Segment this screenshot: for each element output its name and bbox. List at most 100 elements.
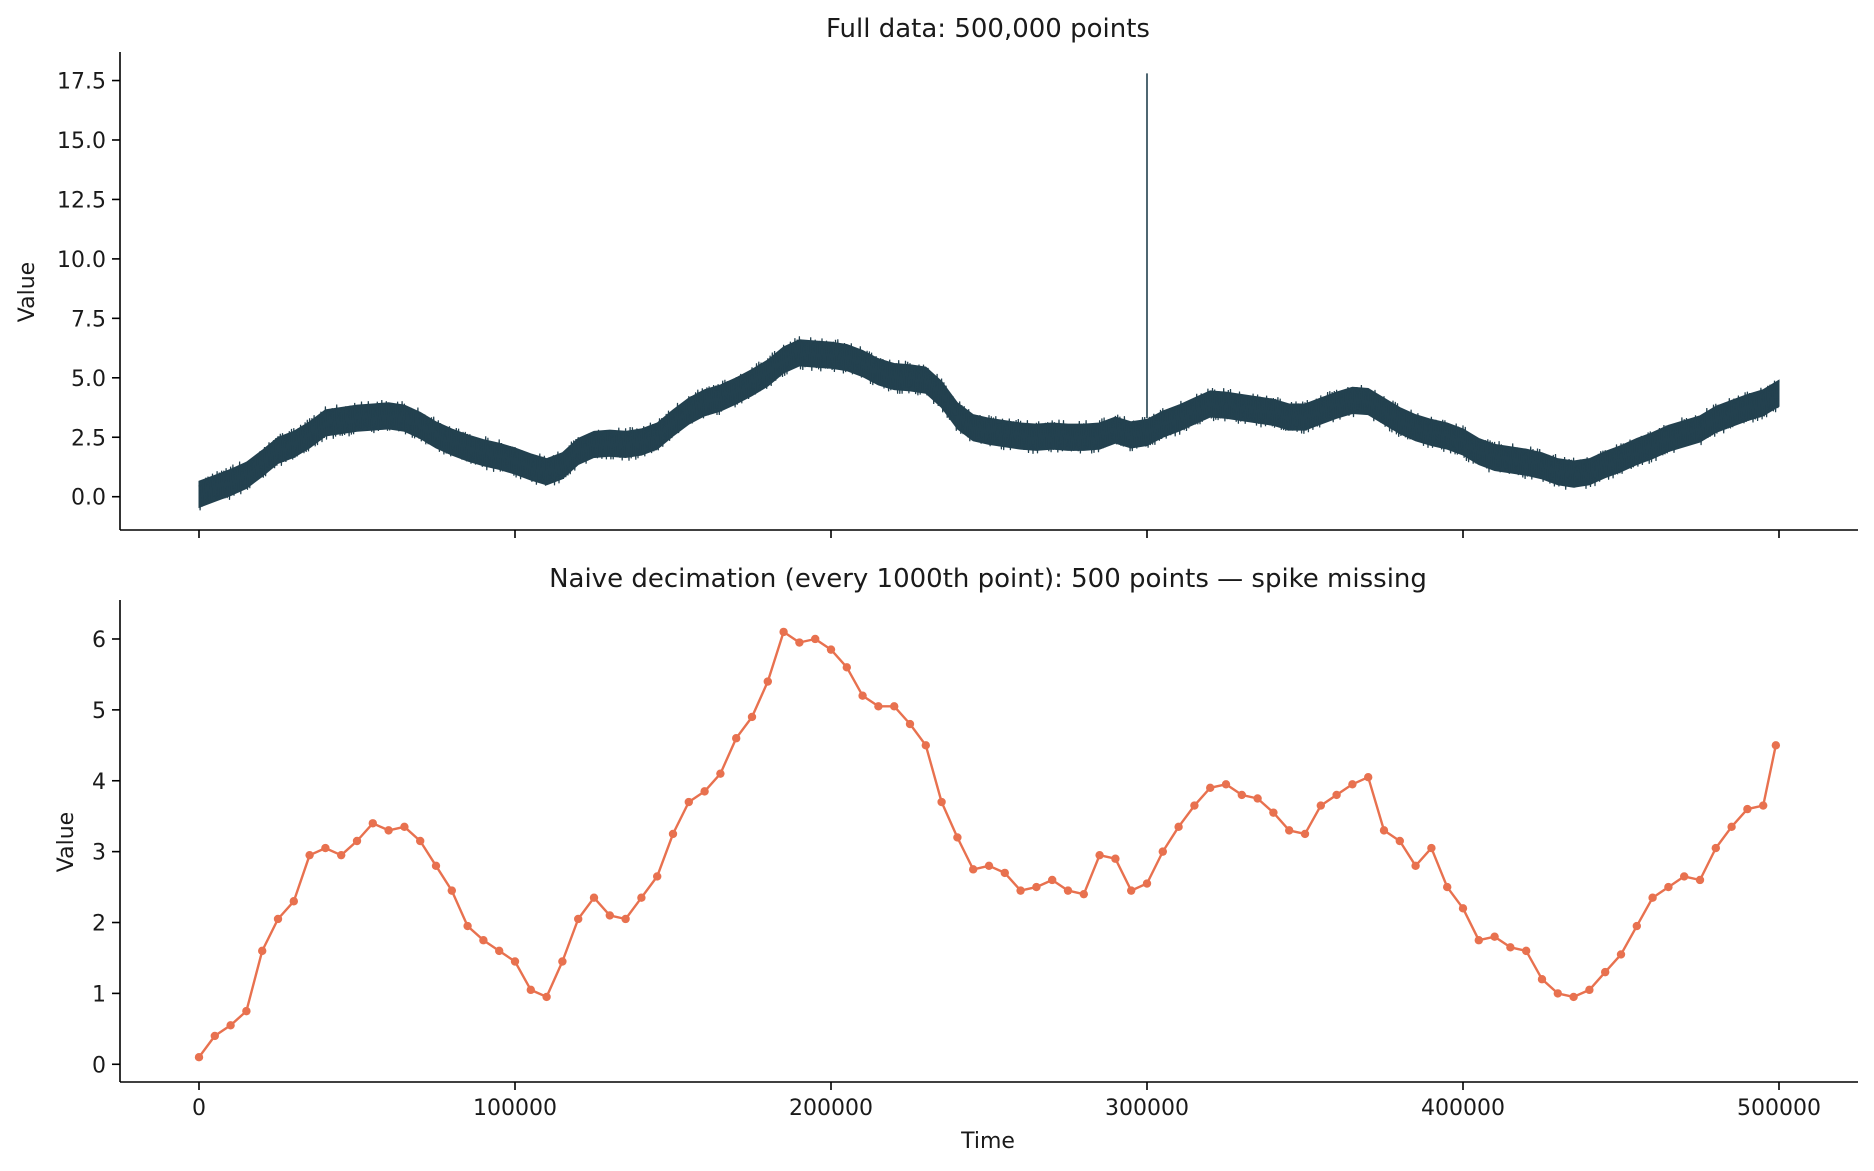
x-tick-label: 500000 [1737, 1096, 1821, 1121]
data-point [289, 897, 298, 906]
data-point [1190, 801, 1199, 810]
data-point [811, 634, 820, 644]
data-point [400, 822, 409, 832]
data-point [1443, 882, 1452, 892]
data-point [495, 946, 504, 956]
data-point [1221, 780, 1231, 789]
data-point [1048, 875, 1057, 885]
data-point [1095, 850, 1104, 860]
y-tick-label: 4 [92, 770, 106, 795]
data-point [890, 702, 899, 711]
chart-title-top: Full data: 500,000 points [826, 14, 1150, 44]
data-point [1537, 975, 1547, 984]
data-point [1285, 826, 1294, 835]
data-point [1616, 950, 1626, 959]
data-point [668, 829, 678, 839]
y-tick-label: 15.0 [57, 129, 106, 154]
data-point [1332, 790, 1341, 800]
data-point [526, 985, 535, 995]
data-point [1553, 989, 1563, 998]
data-point [637, 893, 646, 902]
data-point [1364, 773, 1373, 782]
data-point [479, 936, 488, 945]
y-ticks-bottom: 0 1 2 3 4 5 6 [92, 628, 120, 1078]
x-tick-label: 400000 [1421, 1096, 1505, 1121]
y-tick-label: 17.5 [57, 70, 106, 95]
data-point [1411, 861, 1420, 871]
data-point [1016, 886, 1025, 895]
data-point [1427, 843, 1436, 853]
data-point [542, 992, 551, 1002]
data-point [1711, 843, 1721, 853]
data-point [1000, 868, 1009, 878]
data-point [826, 645, 836, 654]
data-point [384, 826, 393, 835]
data-point [194, 1052, 204, 1062]
data-point [226, 1021, 235, 1030]
data-point [337, 850, 346, 860]
y-ticks-top: 0.0 2.5 5.0 7.5 10.0 12.5 15.0 17.5 [57, 70, 120, 511]
data-point [1458, 904, 1468, 913]
y-tick-label: 2 [92, 912, 106, 937]
data-point [321, 843, 330, 853]
data-point [1253, 794, 1262, 803]
y-tick-label: 10.0 [57, 248, 106, 273]
data-point [621, 914, 630, 924]
data-point [1680, 872, 1689, 881]
data-point [969, 865, 978, 874]
data-point [589, 893, 599, 902]
signal-noise-trace [198, 336, 1780, 511]
x-tick-label: 100000 [473, 1096, 557, 1121]
data-point [1569, 992, 1578, 1002]
panel-decimated: Naive decimation (every 1000th point): 5… [54, 564, 1858, 1154]
data-point [1727, 822, 1736, 832]
data-point [874, 702, 883, 711]
y-tick-label: 3 [92, 841, 106, 866]
data-point [1632, 921, 1642, 931]
data-point [716, 769, 725, 778]
data-point [1300, 829, 1310, 839]
data-point [1174, 822, 1183, 832]
chart-title-bottom: Naive decimation (every 1000th point): 5… [549, 564, 1427, 594]
y-tick-label: 2.5 [71, 426, 106, 451]
data-point [1142, 879, 1152, 888]
data-point [984, 861, 994, 871]
data-point [1601, 967, 1610, 977]
data-point [1127, 886, 1136, 895]
data-point [1648, 893, 1657, 902]
data-point [1585, 985, 1594, 995]
data-point [1771, 741, 1781, 750]
data-point [605, 911, 614, 920]
y-tick-label: 0.0 [71, 486, 106, 511]
data-point [700, 787, 709, 796]
data-point [1695, 875, 1705, 885]
data-point [305, 850, 314, 860]
data-point [937, 797, 946, 807]
x-ticks-top [198, 530, 1780, 538]
y-tick-label: 1 [92, 982, 106, 1007]
data-point [1522, 946, 1531, 956]
data-point [258, 946, 267, 956]
series-full-data [198, 73, 1780, 511]
data-point [1474, 936, 1484, 945]
panel-full-data: Full data: 500,000 points Value 0.0 2.5 5.… [15, 14, 1858, 538]
data-point [1158, 847, 1168, 856]
data-point [368, 819, 377, 828]
data-point [416, 836, 425, 846]
y-axis-label-bottom: Value [54, 812, 79, 872]
data-point [1664, 882, 1673, 892]
data-point [1111, 854, 1120, 863]
y-axis-label-top: Value [15, 262, 40, 322]
data-point [684, 797, 693, 807]
data-point [779, 627, 788, 637]
data-point [1348, 780, 1357, 789]
data-point [858, 691, 867, 700]
x-ticks-bottom: 0 100000 200000 300000 400000 500000 [192, 1082, 1821, 1121]
data-point [431, 861, 441, 871]
data-point [1063, 886, 1073, 895]
data-point [574, 914, 583, 924]
y-tick-label: 0 [92, 1053, 106, 1078]
data-point [905, 719, 915, 729]
data-point [747, 712, 757, 722]
